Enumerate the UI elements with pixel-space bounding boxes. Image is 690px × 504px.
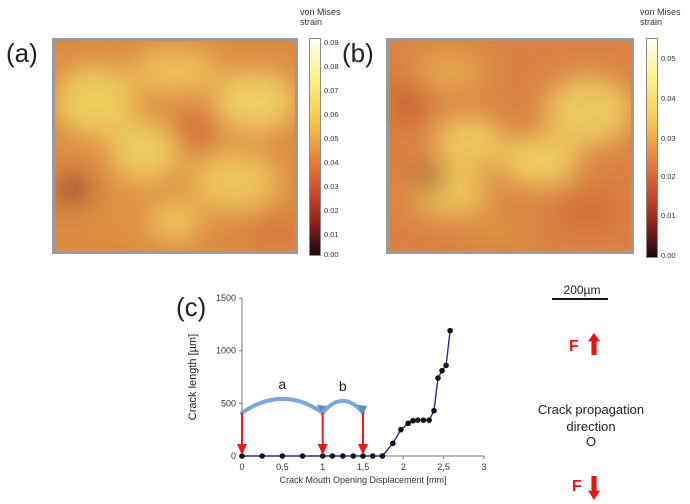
data-point — [319, 453, 326, 459]
colorbar-b-tick: 0.02 — [661, 172, 676, 181]
annotation-label: a — [278, 376, 286, 392]
annotation-label: b — [339, 378, 347, 394]
data-point — [420, 417, 427, 423]
data-point — [239, 453, 245, 459]
y-tick-label: 1000 — [216, 346, 236, 356]
data-point — [435, 375, 441, 381]
x-axis-label: Crack Mouth Opening Displacement [mm] — [279, 475, 446, 485]
data-point — [410, 417, 416, 424]
data-point — [390, 440, 396, 447]
strain-map-a-image — [55, 41, 295, 251]
data-point — [279, 453, 286, 459]
panel-c-label: (c) — [176, 292, 207, 322]
x-tick-label: 3 — [481, 462, 486, 472]
red-arrow-head — [237, 444, 247, 455]
data-point — [329, 453, 336, 459]
data-point — [447, 327, 453, 334]
data-point — [439, 367, 445, 374]
force-up-arrow-icon — [588, 332, 600, 356]
colorbar-a-tick: 0.07 — [324, 86, 339, 95]
red-arrow-head — [358, 444, 368, 455]
data-point — [431, 407, 437, 414]
annotation-arc-head — [316, 404, 327, 415]
strain-map-b — [386, 38, 634, 254]
x-tick-label: 1 — [320, 462, 325, 472]
crack-direction-line2: direction — [566, 419, 616, 434]
scale-bar-label: 200µm — [563, 283, 601, 297]
colorbar-b-tick: 0.01 — [661, 211, 676, 220]
colorbar-a-title-line2: strain — [300, 17, 323, 27]
data-point — [340, 453, 346, 459]
colorbar-a-title-line1: von Mises — [300, 7, 341, 17]
data-point — [299, 453, 306, 459]
force-down-label: F — [572, 478, 582, 495]
colorbar-a-tick: 0.05 — [324, 134, 339, 143]
colorbar-b-title-line1: von Mises — [640, 7, 681, 17]
annotation-arc — [320, 398, 365, 415]
data-point — [259, 453, 265, 459]
y-tick-label: 1500 — [216, 293, 236, 303]
x-tick-label: 2,5 — [437, 462, 450, 472]
colorbar-a-tick: 0.06 — [324, 110, 339, 119]
colorbar-b-title-line2: strain — [640, 17, 663, 27]
colorbar-b — [646, 38, 658, 258]
annotation-arc — [240, 396, 325, 415]
crack-direction-marker: O — [585, 434, 597, 449]
y-tick-label: 500 — [221, 398, 236, 408]
colorbar-a — [309, 38, 321, 256]
annotation-arc-head — [357, 404, 367, 415]
strain-map-a — [52, 38, 298, 254]
colorbar-b-tick: 0.00 — [661, 251, 676, 260]
x-tick-label: 0 — [239, 462, 244, 472]
colorbar-a-tick: 0.00 — [324, 250, 339, 259]
data-point — [379, 453, 386, 459]
colorbar-b-tick: 0.03 — [661, 134, 676, 143]
data-point — [443, 362, 449, 369]
scale-bar — [552, 298, 608, 300]
data-point — [415, 417, 421, 423]
force-up-label: F — [569, 338, 579, 355]
panel-a-label: (a) — [6, 38, 38, 68]
y-tick-label: 0 — [231, 451, 236, 461]
y-axis-label: Crack length [µm] — [187, 334, 199, 420]
x-tick-label: 1,5 — [357, 462, 370, 472]
data-point — [398, 426, 404, 433]
colorbar-a-tick: 0.04 — [324, 158, 339, 167]
colorbar-b-tick: 0.05 — [661, 54, 676, 63]
x-tick-label: 0,5 — [276, 462, 289, 472]
colorbar-a-tick: 0.01 — [324, 230, 339, 239]
crack-direction-line1: Crack propagation — [537, 402, 645, 417]
strain-map-b-image — [389, 41, 631, 251]
colorbar-b-tick: 0.04 — [661, 94, 676, 103]
panel-b-label: (b) — [342, 38, 374, 68]
data-point — [350, 453, 357, 459]
colorbar-a-tick: 0.02 — [324, 206, 339, 215]
data-point — [405, 420, 411, 427]
colorbar-a-tick: 0.08 — [324, 62, 339, 71]
data-point — [426, 417, 432, 423]
data-point — [369, 453, 376, 459]
force-down-arrow-icon — [588, 476, 600, 500]
red-arrow-head — [317, 444, 328, 455]
colorbar-a-tick: 0.09 — [324, 38, 339, 47]
colorbar-a-tick: 0.03 — [324, 182, 339, 191]
x-tick-label: 2 — [401, 462, 406, 472]
data-point — [360, 453, 366, 459]
